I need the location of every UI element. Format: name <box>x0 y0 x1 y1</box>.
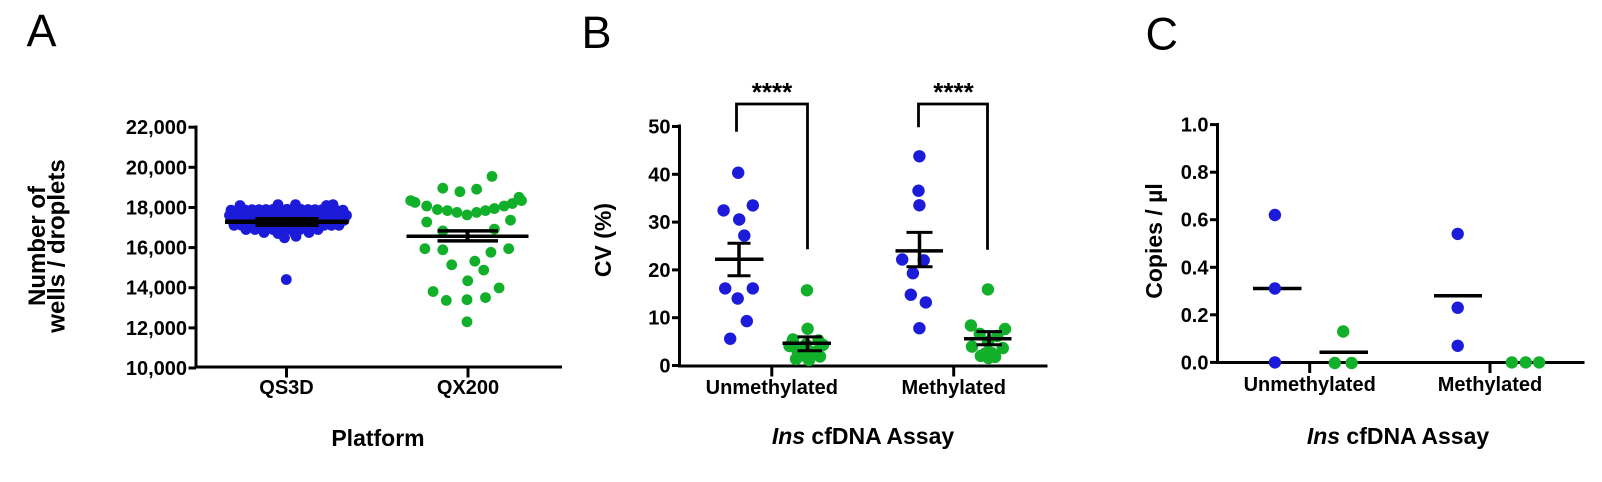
svg-text:Ins cfDNA Assay: Ins cfDNA Assay <box>772 423 955 449</box>
svg-text:12,000: 12,000 <box>126 318 187 340</box>
svg-text:Number of: Number of <box>24 185 51 306</box>
svg-text:CV (%): CV (%) <box>590 203 616 277</box>
svg-text:C: C <box>1146 9 1179 60</box>
svg-text:Platform: Platform <box>331 425 424 451</box>
svg-text:Methylated: Methylated <box>1438 374 1542 396</box>
svg-text:****: **** <box>933 77 974 107</box>
svg-text:0.0: 0.0 <box>1181 352 1209 374</box>
svg-text:0.4: 0.4 <box>1181 257 1210 279</box>
svg-text:10,000: 10,000 <box>126 358 187 380</box>
svg-text:22,000: 22,000 <box>126 117 187 139</box>
svg-text:1.0: 1.0 <box>1181 115 1209 137</box>
svg-text:20,000: 20,000 <box>126 157 187 179</box>
svg-text:Unmethylated: Unmethylated <box>1244 374 1376 396</box>
svg-text:A: A <box>27 5 57 56</box>
svg-text:30: 30 <box>648 212 670 234</box>
svg-text:****: **** <box>752 77 793 107</box>
svg-text:14,000: 14,000 <box>126 278 187 300</box>
svg-text:0: 0 <box>659 356 670 378</box>
svg-text:18,000: 18,000 <box>126 198 187 220</box>
svg-text:QS3D: QS3D <box>259 377 313 399</box>
svg-text:Copies / µl: Copies / µl <box>1141 183 1167 299</box>
svg-text:10: 10 <box>648 308 670 330</box>
svg-text:Ins cfDNA Assay: Ins cfDNA Assay <box>1307 423 1490 449</box>
svg-text:0.8: 0.8 <box>1181 162 1209 184</box>
svg-text:Unmethylated: Unmethylated <box>706 377 838 399</box>
svg-text:QX200: QX200 <box>437 377 499 399</box>
svg-text:0.2: 0.2 <box>1181 305 1209 327</box>
svg-text:wells / droplets: wells / droplets <box>44 159 71 333</box>
svg-text:50: 50 <box>648 117 670 139</box>
svg-text:B: B <box>582 7 612 58</box>
svg-text:40: 40 <box>648 164 670 186</box>
svg-text:20: 20 <box>648 260 670 282</box>
svg-text:16,000: 16,000 <box>126 238 187 260</box>
svg-text:0.6: 0.6 <box>1181 210 1209 232</box>
svg-text:Methylated: Methylated <box>901 377 1005 399</box>
